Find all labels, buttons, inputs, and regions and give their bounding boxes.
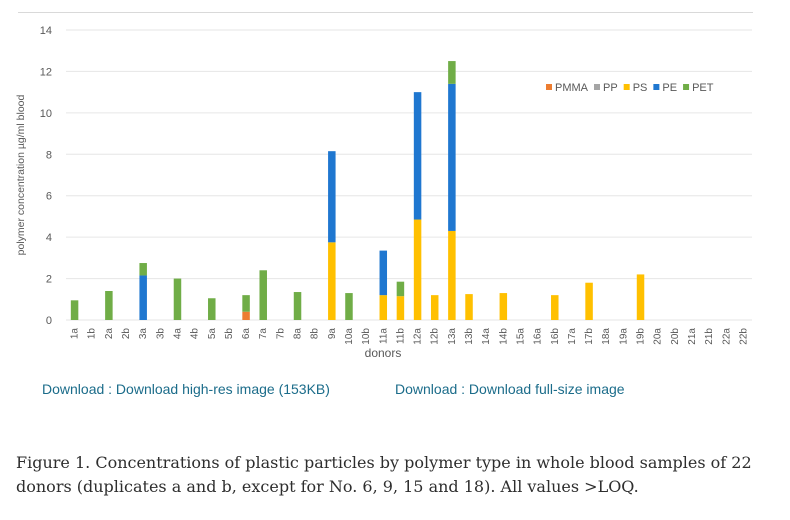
- x-axis-ticks: 1a 1b 2a 2b 3a 3b 4a 4b 5a 5b 6a 7a 7b 8a 8b 9a 10a 10b 11…: [70, 328, 750, 345]
- top-divider: [18, 12, 753, 13]
- bar-11a-ps: [379, 295, 388, 320]
- x-tick-label: 21b: [704, 328, 715, 345]
- legend-label-pe: PE: [662, 82, 677, 94]
- x-tick-label: 4a: [172, 328, 183, 340]
- stacked-bar-chart: 0 2 4 6 8 10 12 14 1a 1b 2a 2b 3a 3b 4a 4b 5a 5b 6a 7a 7b 8a…: [15, 25, 752, 360]
- x-tick-label: 1a: [70, 328, 81, 340]
- bar-1a-pet: [70, 300, 79, 320]
- x-tick-label: 4b: [190, 328, 201, 340]
- x-tick-label: 13a: [447, 328, 458, 345]
- bar-9a-pe: [328, 151, 336, 243]
- bar-16b-ps: [551, 295, 559, 320]
- legend-swatch-pmma: [546, 84, 552, 90]
- y-tick-label: 14: [40, 25, 52, 37]
- bar-11b-pet: [396, 281, 405, 297]
- x-tick-label: 2b: [121, 328, 132, 340]
- bar-8a-pet: [293, 292, 302, 320]
- legend-swatch-ps: [623, 84, 630, 90]
- legend-swatch-pet: [683, 84, 690, 90]
- bar-13a-pe: [448, 83, 456, 231]
- bar-4a-pet: [173, 278, 182, 320]
- bar-12a-ps: [413, 219, 422, 320]
- bar-17b-ps: [585, 282, 593, 320]
- legend-swatch-pe: [653, 84, 660, 90]
- x-tick-label: 16a: [533, 328, 544, 345]
- x-tick-label: 15a: [515, 328, 526, 345]
- legend-label-pet: PET: [692, 82, 714, 94]
- x-tick-label: 14a: [481, 328, 492, 345]
- bar-3a-pe: [139, 275, 147, 320]
- x-tick-label: 21a: [687, 328, 698, 345]
- x-tick-label: 5b: [224, 328, 235, 340]
- bar-6a-pmma: [242, 311, 250, 320]
- bar-12a-pe: [413, 92, 422, 220]
- bar-14b-ps: [499, 293, 508, 320]
- bar-13a-pet: [448, 61, 456, 84]
- y-tick-label: 8: [46, 149, 52, 161]
- figure-caption: Figure 1. Concentrations of plastic part…: [16, 453, 752, 496]
- gridlines: [66, 29, 752, 321]
- bar-9a-ps: [328, 242, 336, 320]
- bar-7a-pet: [259, 270, 267, 320]
- bars: [70, 61, 645, 320]
- bar-10a-pet: [345, 293, 353, 320]
- x-tick-label: 16b: [550, 328, 561, 345]
- bar-13a-ps: [448, 230, 456, 320]
- x-axis-label: donors: [365, 346, 402, 360]
- x-tick-label: 11a: [378, 328, 389, 344]
- bar-19b-ps: [636, 274, 645, 320]
- x-tick-label: 22b: [738, 328, 749, 345]
- x-tick-label: 9a: [327, 328, 338, 340]
- bar-5a-pet: [208, 298, 216, 320]
- bar-3a-pet: [139, 263, 147, 276]
- x-tick-label: 6a: [241, 328, 252, 340]
- x-tick-label: 13b: [464, 328, 475, 345]
- x-tick-label: 3b: [155, 328, 166, 340]
- y-tick-label: 6: [46, 191, 52, 203]
- x-tick-label: 17a: [567, 328, 578, 345]
- x-tick-label: 11b: [395, 328, 406, 344]
- x-tick-label: 14b: [498, 328, 509, 345]
- x-tick-label: 22a: [721, 328, 732, 345]
- y-axis-label: polymer concentration µg/ml blood: [15, 94, 27, 255]
- download-fullsize-link[interactable]: Download : Download full-size image: [395, 381, 625, 397]
- legend-label-pp: PP: [603, 82, 618, 94]
- download-highres-link[interactable]: Download : Download high-res image (153K…: [42, 381, 330, 397]
- y-tick-label: 12: [40, 66, 52, 78]
- x-tick-label: 17b: [584, 328, 595, 345]
- bar-2a-pet: [105, 291, 113, 320]
- x-tick-label: 2a: [104, 328, 115, 340]
- x-tick-label: 3a: [138, 328, 149, 340]
- x-tick-label: 19a: [618, 328, 629, 345]
- y-tick-label: 10: [40, 108, 52, 120]
- x-tick-label: 12b: [430, 328, 441, 345]
- bar-13b-ps: [465, 294, 473, 320]
- x-tick-label: 18a: [601, 328, 612, 345]
- x-tick-label: 7b: [275, 328, 286, 340]
- x-tick-label: 19b: [636, 328, 647, 345]
- x-tick-label: 8a: [293, 328, 304, 340]
- legend-label-ps: PS: [633, 82, 648, 94]
- legend-label-pmma: PMMA: [555, 82, 589, 94]
- bar-6a-pet: [242, 295, 250, 312]
- x-tick-label: 20a: [653, 328, 664, 345]
- x-tick-label: 1b: [87, 328, 98, 340]
- x-tick-label: 12a: [413, 328, 424, 345]
- y-tick-label: 0: [46, 315, 52, 327]
- bar-11a-pe: [379, 250, 388, 296]
- x-tick-label: 10a: [344, 328, 355, 345]
- x-tick-label: 10b: [361, 328, 372, 345]
- bar-12b-ps: [430, 295, 439, 320]
- y-axis-ticks: 0 2 4 6 8 10 12 14: [40, 25, 52, 327]
- x-tick-label: 7a: [258, 328, 269, 340]
- y-tick-label: 4: [46, 232, 52, 244]
- download-links: Download : Download high-res image (153K…: [42, 381, 762, 401]
- legend-swatch-pp: [594, 84, 600, 90]
- x-tick-label: 20b: [670, 328, 681, 345]
- y-tick-label: 2: [46, 274, 52, 286]
- legend: PMMA PP PS PE PET: [546, 82, 714, 94]
- x-tick-label: 5a: [207, 328, 218, 340]
- bar-11b-ps: [396, 296, 405, 320]
- x-tick-label: 8b: [310, 328, 321, 340]
